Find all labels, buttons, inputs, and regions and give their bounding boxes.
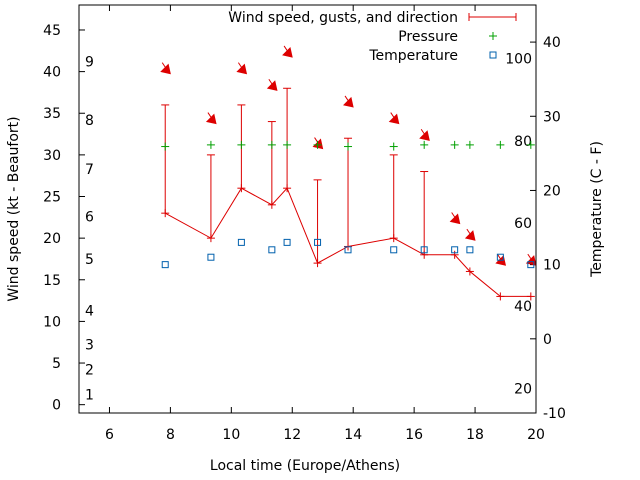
legend-swatch-pressure xyxy=(489,32,497,40)
y-tick-label: 30 xyxy=(43,148,61,164)
y2-tick-label: 10 xyxy=(543,258,561,274)
direction-arrow-head xyxy=(464,230,476,241)
fahrenheit-label: 100 xyxy=(505,51,532,67)
direction-arrow-head xyxy=(449,213,461,225)
temperature-point xyxy=(390,246,398,254)
direction-arrow-head xyxy=(266,80,278,91)
x-tick-label: 6 xyxy=(105,427,114,443)
y-tick-label: 25 xyxy=(43,190,61,206)
plot-frame xyxy=(78,4,537,414)
y-tick-label: 0 xyxy=(52,398,61,414)
legend-swatch-temperature xyxy=(489,51,497,59)
direction-arrow-head xyxy=(236,63,248,75)
y-tick-label: 10 xyxy=(43,314,61,330)
y2-axis-label: Temperature (C - F) xyxy=(589,141,605,278)
temperature-point xyxy=(207,253,215,261)
x-tick-label: 20 xyxy=(527,427,545,443)
beaufort-label: 8 xyxy=(85,113,94,129)
temperature-point xyxy=(283,238,291,246)
legend-label-wind: Wind speed, gusts, and direction xyxy=(228,10,458,26)
y-axis-label: Wind speed (kt - Beaufort) xyxy=(6,116,22,301)
beaufort-label: 7 xyxy=(85,162,94,178)
plot-area xyxy=(160,45,537,301)
y2-tick-label: 40 xyxy=(543,35,561,51)
direction-arrow-head xyxy=(160,63,171,75)
y2-tick-label: 20 xyxy=(543,183,561,199)
y-tick-label: 35 xyxy=(43,106,61,122)
direction-arrow-head xyxy=(388,113,400,125)
beaufort-label: 3 xyxy=(85,338,94,354)
y-tick-label: 20 xyxy=(43,231,61,247)
x-tick-label: 16 xyxy=(405,427,423,443)
x-tick-label: 14 xyxy=(344,427,362,443)
x-tick-label: 18 xyxy=(466,427,484,443)
y-tick-label: 15 xyxy=(43,273,61,289)
temperature-point xyxy=(496,253,504,261)
x-tick-label: 12 xyxy=(283,427,301,443)
temperature-point xyxy=(161,261,169,269)
x-tick-label: 8 xyxy=(166,427,175,443)
temperature-point xyxy=(527,261,535,269)
legend-swatch-wind xyxy=(468,13,517,21)
temperature-point xyxy=(420,246,428,254)
beaufort-label: 9 xyxy=(85,55,94,71)
temperature-point xyxy=(451,246,459,254)
temperature-point xyxy=(314,238,322,246)
direction-arrow-head xyxy=(419,130,430,141)
fahrenheit-label: 80 xyxy=(514,134,532,150)
y-tick-label: 40 xyxy=(43,65,61,81)
beaufort-label: 1 xyxy=(85,388,94,404)
legend: Wind speed, gusts, and direction Pressur… xyxy=(228,10,517,64)
beaufort-label: 6 xyxy=(85,209,94,225)
temperature-point xyxy=(237,238,245,246)
direction-arrow-head xyxy=(282,46,293,58)
direction-arrow-head xyxy=(343,96,354,108)
legend-label-pressure: Pressure xyxy=(398,29,458,45)
y-tick-label: 5 xyxy=(52,356,61,372)
direction-arrow-head xyxy=(205,113,217,125)
axis-ticks: 6 8 10 12 14 16 18 20051015202530354045-1001020… xyxy=(43,5,566,443)
temperature-point xyxy=(344,246,352,254)
beaufort-label: 2 xyxy=(85,363,94,379)
x-tick-label: 10 xyxy=(222,427,240,443)
fahrenheit-label: 60 xyxy=(514,216,532,232)
temperature-point xyxy=(268,246,276,254)
y2-tick-label: 0 xyxy=(543,332,552,348)
fahrenheit-label: 40 xyxy=(514,299,532,315)
fahrenheit-label: 20 xyxy=(514,382,532,398)
y-tick-label: 45 xyxy=(43,23,61,39)
beaufort-label: 4 xyxy=(85,304,94,320)
legend-label-temperature: Temperature xyxy=(368,48,458,64)
y2-tick-label: -10 xyxy=(543,406,566,422)
y2-tick-label: 30 xyxy=(543,109,561,125)
temperature-point xyxy=(466,246,474,254)
beaufort-label: 5 xyxy=(85,252,94,268)
x-axis-label: Local time (Europe/Athens) xyxy=(210,458,400,474)
